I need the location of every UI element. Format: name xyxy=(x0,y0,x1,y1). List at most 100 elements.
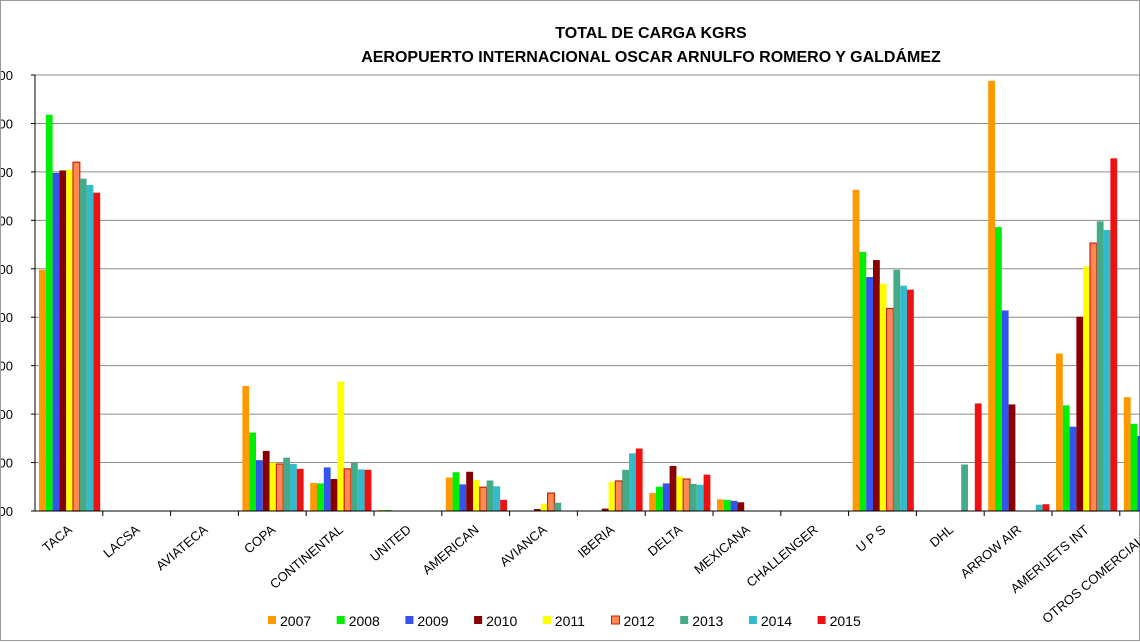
bar xyxy=(662,483,670,511)
bar xyxy=(852,189,860,511)
y-tick-label: 000 xyxy=(1,359,13,374)
bar xyxy=(723,499,731,511)
y-tick-label: 000 xyxy=(1,504,13,519)
x-tick-label: MEXICANA xyxy=(691,522,753,577)
bar xyxy=(676,476,684,511)
bar xyxy=(1110,158,1118,511)
bar xyxy=(473,480,480,511)
axes xyxy=(31,74,1140,516)
bar xyxy=(961,464,968,511)
bar xyxy=(445,477,453,511)
bar xyxy=(59,170,67,511)
legend-label: 2009 xyxy=(417,613,448,629)
bar xyxy=(1089,242,1098,512)
bar xyxy=(737,502,745,511)
bar xyxy=(608,481,616,511)
x-tick-label: CONTINENTAL xyxy=(267,522,346,592)
bar xyxy=(310,482,317,511)
x-tick-label: LACSA xyxy=(100,522,143,561)
bar xyxy=(1130,423,1138,511)
x-tick-label: CHALLENGER xyxy=(743,522,820,590)
bar xyxy=(269,462,277,511)
legend-swatch xyxy=(611,615,620,625)
bar xyxy=(330,479,338,511)
bar xyxy=(907,289,914,511)
bar xyxy=(995,227,1002,511)
bar xyxy=(317,483,324,511)
bar xyxy=(1008,404,1016,511)
bar xyxy=(1096,221,1104,512)
bar xyxy=(669,465,677,511)
bar xyxy=(337,381,345,511)
legend-swatch xyxy=(474,616,483,624)
legend-swatch xyxy=(336,616,345,624)
bar xyxy=(1056,353,1063,511)
bar xyxy=(242,386,250,511)
bar xyxy=(466,471,473,511)
legend-label: 2010 xyxy=(486,613,517,629)
bar xyxy=(66,169,73,511)
legend-label: 2007 xyxy=(280,613,311,629)
bar xyxy=(1076,316,1084,511)
bar xyxy=(656,486,663,511)
x-tick-label: COPA xyxy=(241,522,278,557)
bar xyxy=(1035,504,1043,511)
bar xyxy=(730,500,738,511)
bar xyxy=(873,260,880,511)
bar xyxy=(452,472,460,511)
bar xyxy=(486,480,494,511)
bar xyxy=(601,508,609,511)
bar xyxy=(357,469,365,511)
bar xyxy=(540,503,548,511)
bar xyxy=(703,474,711,511)
bar xyxy=(275,463,284,512)
bar xyxy=(622,469,629,511)
bar xyxy=(859,251,867,511)
bar xyxy=(1001,310,1009,511)
bar xyxy=(93,192,101,511)
x-tick-label: DELTA xyxy=(645,522,686,559)
y-tick-label: 000 xyxy=(1,262,13,277)
bar xyxy=(866,277,873,511)
bar xyxy=(256,460,263,511)
bars xyxy=(39,80,1140,512)
bar xyxy=(296,468,304,511)
x-tick-label: AVIANCA xyxy=(497,522,550,570)
bar xyxy=(900,285,907,511)
bar xyxy=(262,450,270,511)
legend-label: 2011 xyxy=(555,613,585,629)
bar xyxy=(1137,435,1140,511)
legend-swatch xyxy=(817,616,826,624)
legend-swatch xyxy=(405,616,414,624)
y-axis-labels: 000 000 000 000 000 000 000 000 000 000 xyxy=(1,68,13,519)
legend-label: 2012 xyxy=(624,613,655,629)
bar xyxy=(249,432,256,511)
y-tick-label: 000 xyxy=(1,116,13,131)
x-tick-label: ARROW AIR xyxy=(957,522,1024,581)
bar xyxy=(682,478,691,512)
legend-swatch xyxy=(680,616,689,624)
bar xyxy=(1083,266,1090,511)
bar xyxy=(1062,405,1070,511)
bar xyxy=(885,307,894,512)
legend-label: 2015 xyxy=(830,613,861,629)
bar xyxy=(1069,426,1077,511)
bar xyxy=(696,484,704,511)
bar xyxy=(974,403,982,511)
bar xyxy=(343,468,352,512)
x-tick-label: TACA xyxy=(39,522,75,555)
y-tick-label: 000 xyxy=(1,213,13,228)
bar xyxy=(323,467,331,511)
bar xyxy=(690,483,697,511)
y-tick-label: 000 xyxy=(1,407,13,422)
x-tick-label: U P S xyxy=(853,522,889,555)
bar xyxy=(1123,397,1131,511)
bar xyxy=(493,486,501,511)
bar xyxy=(546,492,555,512)
x-tick-label: OTROS COMERCIALES xyxy=(1039,522,1140,627)
bar xyxy=(1042,504,1050,511)
bar xyxy=(364,469,372,511)
legend-label: 2013 xyxy=(692,613,723,629)
bar xyxy=(649,493,656,511)
